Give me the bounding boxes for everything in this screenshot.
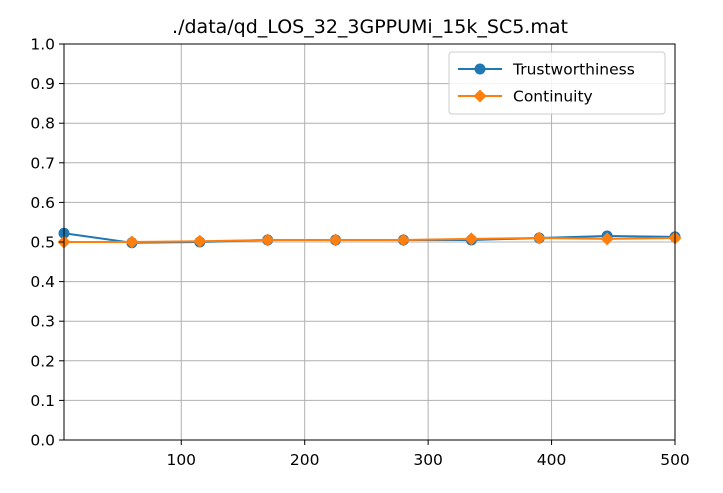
legend-box xyxy=(448,51,666,115)
y-tick-label: 0.3 xyxy=(30,313,55,331)
data-point xyxy=(396,233,410,247)
x-tick-label: 200 xyxy=(290,451,320,469)
data-point xyxy=(600,232,614,246)
y-tick-label: 0.9 xyxy=(30,75,55,93)
x-tick-label: 500 xyxy=(660,451,690,469)
y-tick-label: 0.6 xyxy=(30,194,55,212)
x-tick-label: 300 xyxy=(413,451,443,469)
legend: Trustworthiness Continuity xyxy=(448,51,666,115)
data-point xyxy=(329,233,343,247)
x-tick-label: 100 xyxy=(166,451,196,469)
y-tick-label: 0.8 xyxy=(30,115,55,133)
series-group xyxy=(57,227,682,249)
series-continuity xyxy=(57,231,682,249)
data-point xyxy=(193,234,207,248)
y-tick-label: 0.2 xyxy=(30,352,55,370)
data-point xyxy=(464,232,478,246)
y-tick-label: 0.0 xyxy=(30,432,55,450)
legend-marker xyxy=(474,63,486,75)
series-line xyxy=(64,237,676,243)
x-tick-label: 400 xyxy=(537,451,567,469)
data-point xyxy=(532,231,546,245)
legend-marker xyxy=(473,89,487,103)
axis-tick-labels: 0.0 0.1 0.2 0.3 0.4 0.5 0.6 0.7 0.8 0.9 1.0 100 200 3… xyxy=(30,36,689,470)
y-tick-label: 0.7 xyxy=(30,154,55,172)
legend-label: Trustworthiness xyxy=(512,61,635,79)
y-tick-label: 1.0 xyxy=(30,36,55,54)
chart-title: ./data/qd_LOS_32_3GPPUMi_15k_SC5.mat xyxy=(172,16,568,38)
y-tick-label: 0.5 xyxy=(30,234,55,252)
legend-label: Continuity xyxy=(513,88,593,106)
data-point xyxy=(125,235,139,249)
data-point xyxy=(261,233,275,247)
y-tick-label: 0.4 xyxy=(30,273,55,291)
y-tick-label: 0.1 xyxy=(30,392,55,410)
